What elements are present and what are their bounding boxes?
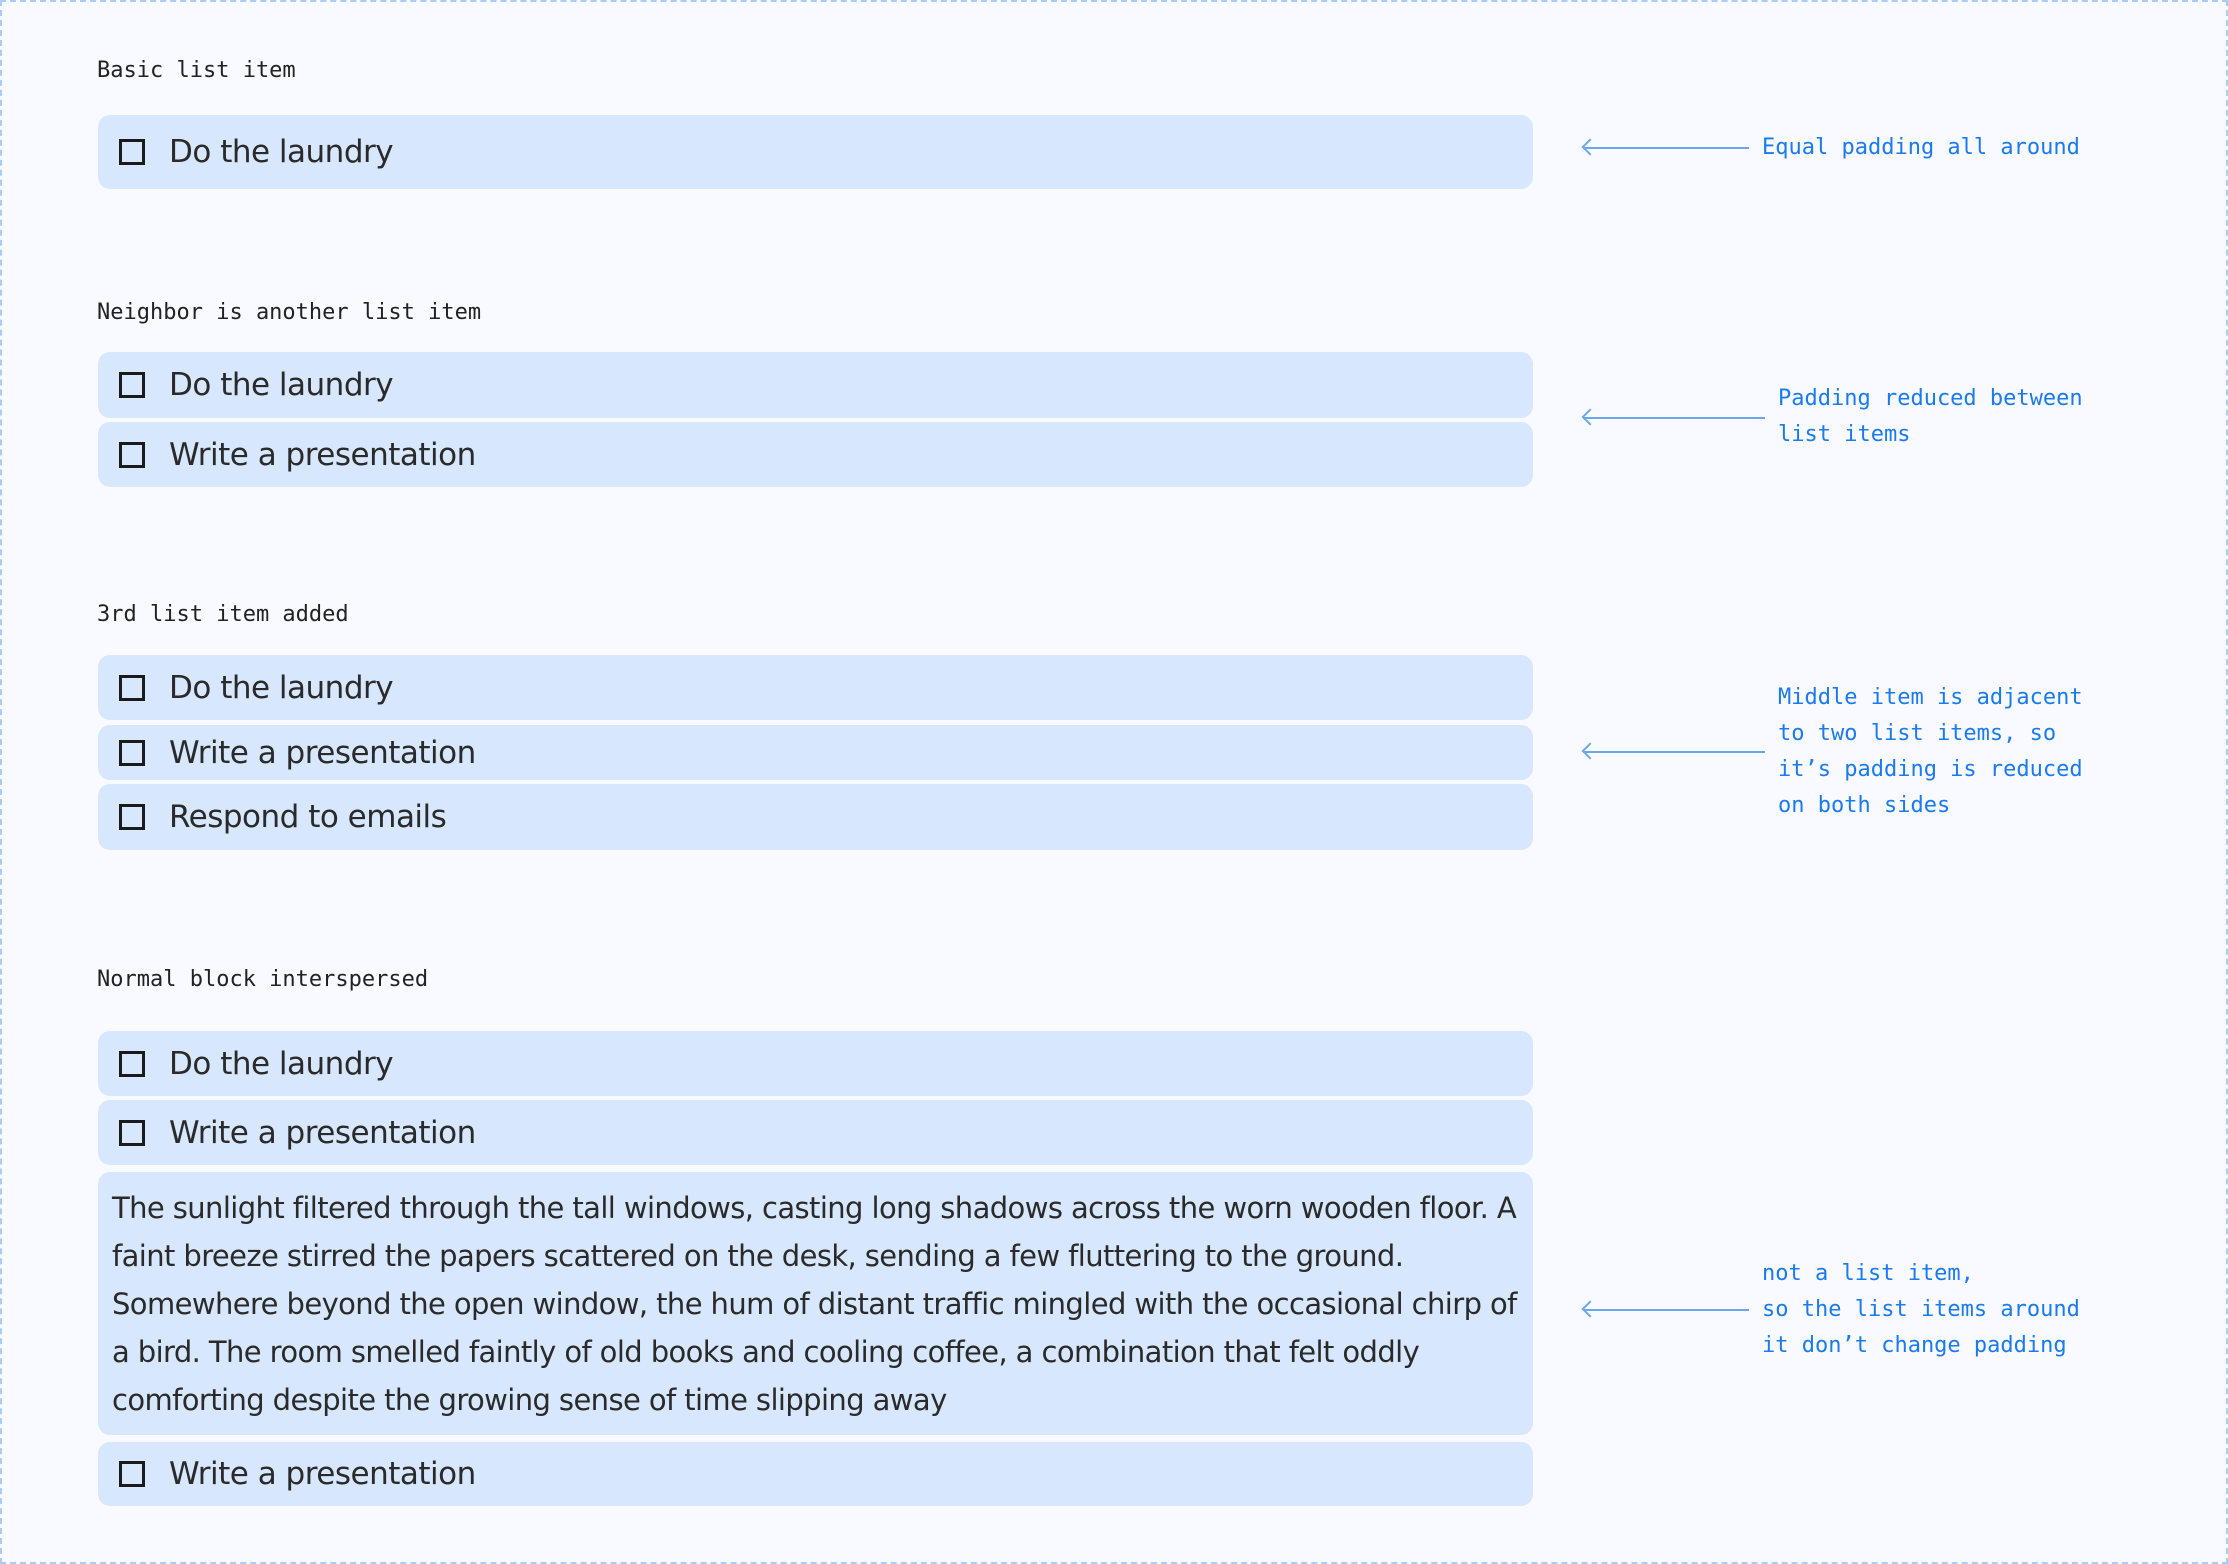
list-item-label: Do the laundry	[169, 367, 394, 403]
list-item-label: Write a presentation	[169, 1456, 476, 1492]
annotation: not a list item, so the list items aroun…	[1762, 1261, 2080, 1358]
list-item-label: Write a presentation	[169, 734, 476, 771]
list-item-label: Respond to emails	[169, 799, 447, 835]
section-title: Normal block interspersed	[97, 967, 429, 992]
annotation: Equal padding all around	[1762, 135, 2080, 160]
checkbox[interactable]	[119, 139, 145, 165]
arrow-left-icon	[1583, 417, 1765, 419]
arrow-left-icon	[1583, 1309, 1749, 1311]
checkbox[interactable]	[119, 1461, 145, 1487]
checkbox[interactable]	[119, 674, 145, 701]
annotation: Middle item is adjacent to two list item…	[1778, 685, 2083, 818]
section-title: Basic list item	[97, 58, 296, 83]
annotation: Padding reduced between list items	[1778, 386, 2083, 447]
checkbox[interactable]	[119, 739, 145, 766]
list-item-label: Do the laundry	[169, 1045, 394, 1082]
section-title: 3rd list item added	[97, 602, 349, 627]
list-item-label: Write a presentation	[169, 1114, 476, 1151]
list-item[interactable]: Do the laundry	[98, 1031, 1533, 1096]
list-item[interactable]: Write a presentation	[98, 1442, 1533, 1506]
arrow-left-icon	[1583, 751, 1765, 753]
checkbox[interactable]	[119, 1119, 145, 1146]
list-item[interactable]: Do the laundry	[98, 352, 1533, 418]
checkbox[interactable]	[119, 804, 145, 830]
section-title: Neighbor is another list item	[97, 300, 482, 325]
list-item[interactable]: Write a presentation	[98, 1100, 1533, 1165]
list-item[interactable]: Do the laundry	[98, 115, 1533, 189]
list-item-label: Write a presentation	[169, 436, 476, 473]
arrow-left-icon	[1583, 147, 1749, 149]
list-item[interactable]: Write a presentation	[98, 725, 1533, 780]
list-item[interactable]: Write a presentation	[98, 422, 1533, 487]
list-item[interactable]: Respond to emails	[98, 784, 1533, 850]
checkbox[interactable]	[119, 372, 145, 398]
checkbox[interactable]	[119, 1050, 145, 1077]
checkbox[interactable]	[119, 441, 145, 468]
list-item-label: Do the laundry	[169, 669, 394, 706]
list-item[interactable]: Do the laundry	[98, 655, 1533, 720]
list-item-label: Do the laundry	[169, 134, 394, 170]
paragraph-block: The sunlight filtered through the tall w…	[98, 1172, 1533, 1435]
